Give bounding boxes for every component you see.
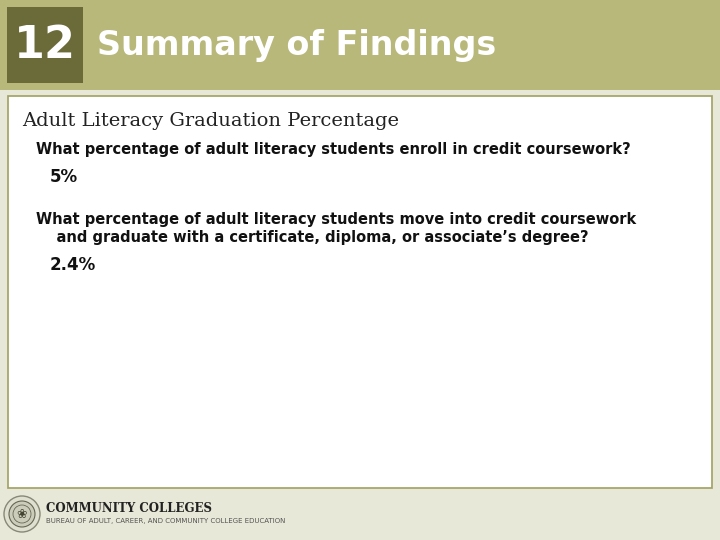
Bar [0,0,720,90]
Circle shape [4,496,40,532]
Text: What percentage of adult literacy students enroll in credit coursework?: What percentage of adult literacy studen… [36,142,631,157]
Text: What percentage of adult literacy students move into credit coursework: What percentage of adult literacy studen… [36,212,636,227]
Bar [8,96,712,488]
Text: COMMUNITY COLLEGES: COMMUNITY COLLEGES [46,503,212,516]
Text: 5%: 5% [50,168,78,186]
Bar [7,7,83,83]
Text: ❀: ❀ [17,508,27,521]
Text: and graduate with a certificate, diploma, or associate’s degree?: and graduate with a certificate, diploma… [36,230,589,245]
Circle shape [9,501,35,527]
Text: Summary of Findings: Summary of Findings [97,29,496,62]
Text: 2.4%: 2.4% [50,256,96,274]
Text: 12: 12 [14,24,76,66]
Text: BUREAU OF ADULT, CAREER, AND COMMUNITY COLLEGE EDUCATION: BUREAU OF ADULT, CAREER, AND COMMUNITY C… [46,518,285,524]
Text: Adult Literacy Graduation Percentage: Adult Literacy Graduation Percentage [22,112,399,130]
